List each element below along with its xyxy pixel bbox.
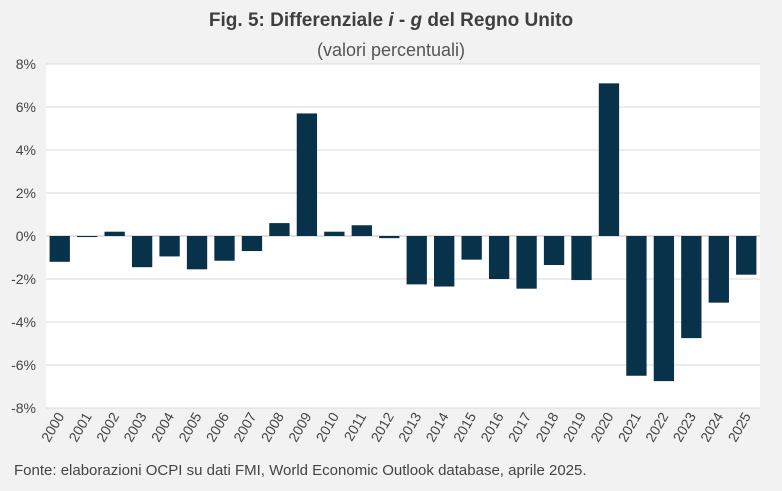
bar-2021 (626, 236, 647, 376)
bar-2010 (324, 231, 345, 236)
bar-2024 (708, 236, 729, 303)
x-tick-label: 2001 (65, 409, 95, 444)
y-tick-label: 2% (16, 185, 36, 201)
bar-2008 (269, 223, 290, 236)
x-tick-label: 2016 (477, 409, 507, 444)
bar-2002 (104, 231, 125, 236)
bar-2019 (571, 236, 592, 281)
y-tick-label: -6% (11, 357, 36, 373)
y-tick-label: 0% (16, 228, 36, 244)
x-tick-label: 2025 (724, 409, 754, 444)
y-tick-label: 6% (16, 99, 36, 115)
chart-title-prefix: Fig. 5: Differenziale (208, 10, 389, 31)
x-tick-label: 2002 (93, 409, 123, 444)
bar-2006 (214, 236, 235, 261)
x-tick-label: 2005 (175, 409, 205, 444)
bar-2022 (653, 236, 675, 382)
chart-title-mid: - (393, 10, 411, 31)
bar-2011 (351, 225, 372, 236)
bar-2012 (379, 236, 400, 239)
x-tick-label: 2019 (560, 409, 590, 444)
x-tick-label: 2010 (313, 409, 343, 444)
x-tick-label: 2020 (587, 409, 617, 444)
x-tick-label: 2008 (258, 409, 288, 444)
x-tick-label: 2014 (422, 409, 452, 444)
x-tick-label: 2012 (367, 409, 397, 444)
bar-2015 (461, 236, 482, 260)
x-tick-label: 2003 (120, 409, 150, 444)
bar-2009 (296, 113, 318, 236)
x-tick-label: 2024 (697, 409, 727, 444)
bar-2007 (241, 236, 263, 252)
bar-2014 (434, 236, 455, 287)
x-tick-label: 2018 (532, 409, 562, 444)
bar-2025 (736, 236, 757, 275)
chart-source: Fonte: elaborazioni OCPI su dati FMI, Wo… (14, 462, 587, 479)
chart-title-g: g (410, 10, 423, 31)
bar-2018 (543, 236, 565, 266)
bar-2023 (681, 236, 702, 339)
bar-2005 (186, 236, 208, 270)
bar-2001 (77, 236, 98, 238)
x-axis-ticks: 2000200120022003200420052006200720082009… (38, 409, 754, 444)
x-tick-label: 2011 (340, 409, 369, 443)
x-tick-label: 2021 (615, 409, 645, 444)
x-tick-label: 2023 (670, 409, 700, 444)
chart-title: Fig. 5: Differenziale i - g del Regno Un… (0, 10, 782, 32)
y-tick-label: -2% (11, 271, 36, 287)
bar-2000 (49, 236, 70, 262)
bar-2020 (598, 83, 620, 236)
x-tick-label: 2007 (230, 409, 260, 444)
bar-2016 (488, 236, 510, 279)
y-tick-label: 4% (16, 142, 36, 158)
chart-title-suffix: del Regno Unito (422, 10, 574, 31)
y-tick-label: -4% (11, 314, 36, 330)
x-tick-label: 2006 (203, 409, 233, 444)
bars (49, 83, 757, 382)
chart-title-i: i (388, 10, 394, 31)
bar-2017 (516, 236, 537, 289)
x-tick-label: 2017 (505, 409, 535, 444)
x-tick-label: 2004 (148, 409, 178, 444)
y-tick-label: 8% (16, 56, 36, 72)
chart-subtitle: (valori percentuali) (316, 40, 466, 60)
y-tick-label: -8% (11, 400, 36, 416)
x-tick-label: 2022 (642, 409, 672, 444)
bar-2003 (131, 236, 153, 268)
bar-2013 (406, 236, 427, 285)
x-tick-label: 2009 (285, 409, 315, 444)
x-tick-label: 2015 (450, 409, 480, 444)
bar-2004 (159, 236, 180, 257)
y-axis-ticks: 8% 6% 4% 2% 0% -2% -4% -6% -8% (11, 56, 36, 416)
x-tick-label: 2013 (395, 409, 425, 444)
x-tick-label: 2000 (38, 409, 68, 444)
